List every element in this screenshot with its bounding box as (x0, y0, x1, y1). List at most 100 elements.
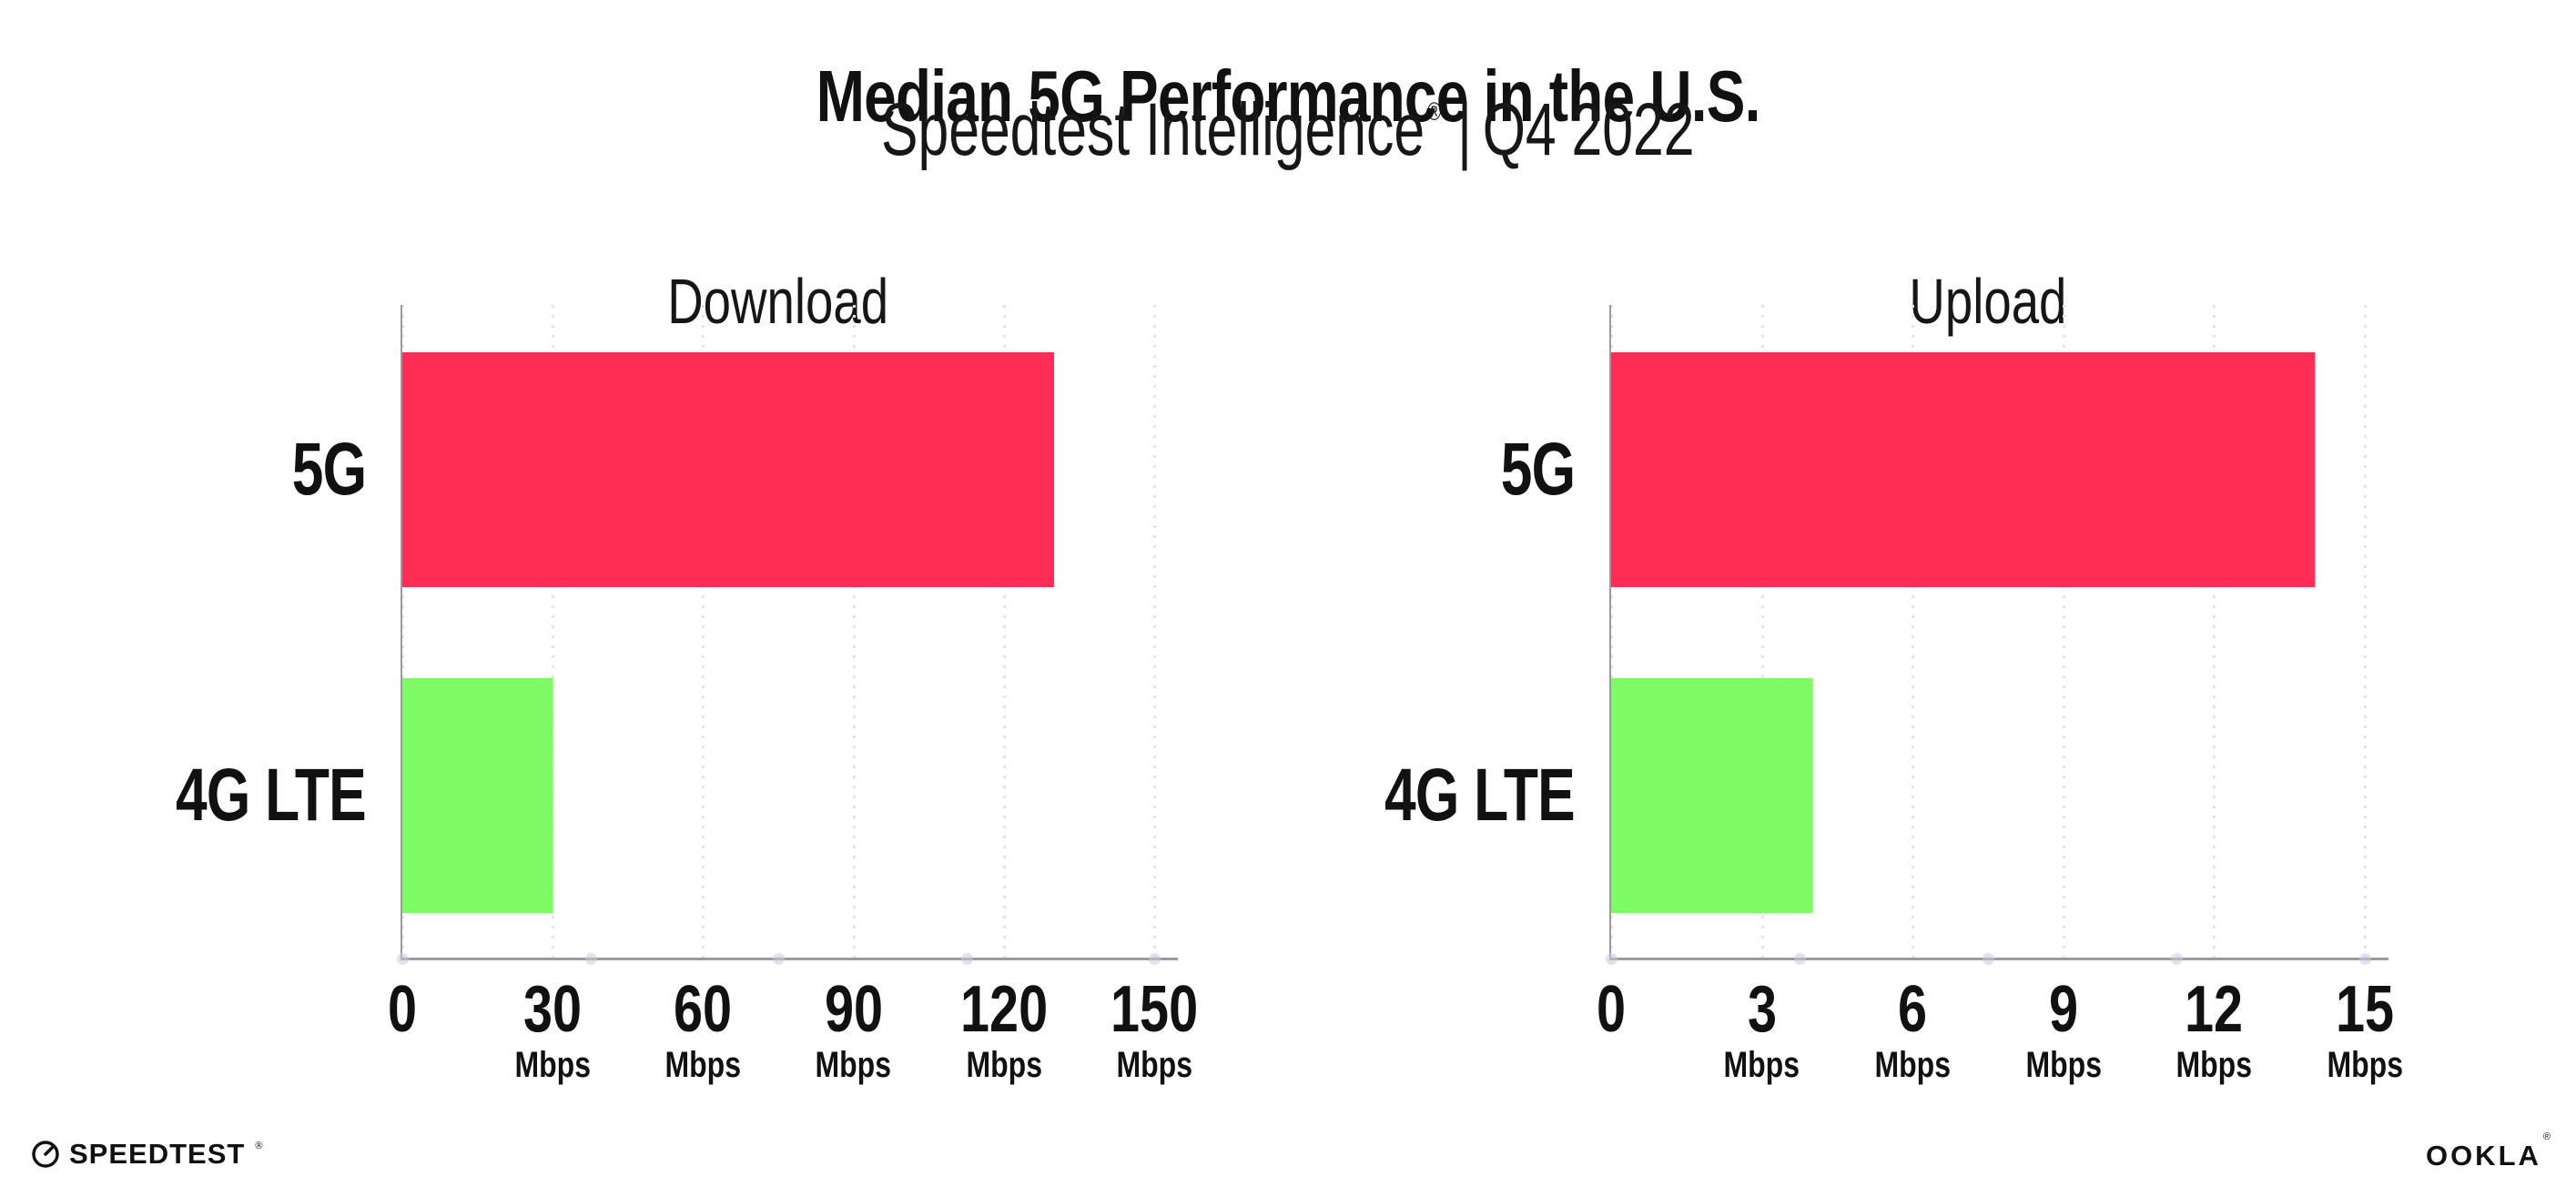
tick-value: 6 (1812, 976, 2013, 1043)
category-label-5g: 5G (1320, 352, 1575, 587)
plot-area (1606, 305, 2388, 965)
tick-value: 30 (452, 976, 653, 1043)
x-axis-line (401, 958, 1178, 960)
x-tick-12: 12 Mbps (2114, 976, 2314, 1085)
axis-baseline-dot (584, 953, 597, 965)
gridline-0 (401, 305, 404, 959)
speedtest-gauge-icon (32, 1141, 59, 1168)
gridline-3 (1760, 305, 1764, 959)
tick-value-text: 30 (523, 973, 583, 1046)
bar-5g (1611, 352, 2315, 587)
tick-unit: Mbps (1812, 1045, 2013, 1085)
x-tick-15: 15 Mbps (2265, 976, 2465, 1085)
category-labels: 5G 4G LTE (111, 305, 367, 959)
x-tick-150: 150 Mbps (1054, 976, 1254, 1085)
speedtest-registered-mark: ® (255, 1141, 263, 1151)
tick-unit-text: Mbps (1723, 1045, 1800, 1085)
category-label-5g: 5G (111, 352, 366, 587)
tick-unit-text: Mbps (2025, 1045, 2102, 1085)
gridline-30 (552, 305, 555, 959)
page-subtitle: Speedtest Intelligence ® | Q4 2022 (0, 80, 2576, 197)
x-tick-120: 120 Mbps (904, 976, 1104, 1085)
x-tick-0: 0 (302, 976, 502, 1043)
tick-unit: Mbps (904, 1045, 1104, 1085)
gridline-120 (1002, 305, 1006, 959)
tick-value-text: 12 (2185, 973, 2244, 1046)
gridline-12 (2213, 305, 2216, 959)
gridline-6 (1912, 305, 1915, 959)
x-tick-0: 0 (1511, 976, 1711, 1043)
axis-baseline-dot (773, 953, 785, 965)
x-axis-ticks: 0 30 Mbps 60 Mbps 90 Mbps 120 Mbps 150 Mbps (388, 976, 1198, 1094)
tick-value: 60 (603, 976, 803, 1043)
axis-baseline-dot (960, 953, 973, 965)
tick-unit-text: Mbps (514, 1045, 591, 1085)
tick-unit-text: Mbps (2327, 1045, 2403, 1085)
registered-trademark-mark: ® (1427, 97, 1442, 126)
gridline-15 (2364, 305, 2367, 959)
tick-unit: Mbps (603, 1045, 803, 1085)
bar-4g-lte (402, 678, 553, 913)
category-labels: 5G 4G LTE (1320, 305, 1576, 959)
category-label-text: 4G LTE (1384, 754, 1576, 837)
gridline-150 (1153, 305, 1156, 959)
tick-unit: Mbps (1662, 1045, 1862, 1085)
category-label-4g-lte: 4G LTE (1320, 678, 1576, 913)
axis-baseline-dot (1983, 953, 1994, 965)
tick-unit: Mbps (754, 1045, 954, 1085)
chart-title-text: Upload (1909, 266, 2067, 338)
chart-title-upload: Upload (1611, 262, 2365, 340)
page-title: Median 5G Performance in the U.S. (0, 49, 2576, 144)
x-tick-9: 9 Mbps (1963, 976, 2164, 1085)
chart-title-download: Download (402, 262, 1154, 340)
tick-value-text: 60 (674, 973, 733, 1046)
axis-baseline-dot (2359, 953, 2371, 965)
tick-value: 0 (302, 976, 502, 1043)
tick-value: 15 (2265, 976, 2465, 1043)
tick-value: 12 (2114, 976, 2314, 1043)
tick-value-text: 15 (2335, 973, 2395, 1046)
tick-value-text: 0 (387, 973, 418, 1046)
category-label-text: 5G (1500, 428, 1575, 511)
tick-unit-text: Mbps (2175, 1045, 2253, 1085)
gridline-0 (1610, 305, 1613, 959)
tick-unit: Mbps (1054, 1045, 1254, 1085)
tick-value-text: 3 (1747, 973, 1777, 1046)
gridline-9 (2062, 305, 2065, 959)
page-title-text: Median 5G Performance in the U.S. (816, 55, 1761, 137)
x-axis-line (1609, 958, 2388, 960)
x-tick-6: 6 Mbps (1812, 976, 2013, 1085)
tick-value: 90 (754, 976, 954, 1043)
gridline-60 (702, 305, 705, 959)
tick-value: 150 (1054, 976, 1254, 1043)
axis-baseline-dot (1606, 953, 1618, 965)
speedtest-wordmark: SPEEDTEST (69, 1138, 246, 1170)
tick-value-text: 120 (959, 973, 1048, 1046)
tick-unit-text: Mbps (815, 1045, 892, 1085)
speedtest-logo: SPEEDTEST ® (30, 1138, 262, 1171)
tick-value-text: 0 (1596, 973, 1627, 1046)
bar-5g (402, 352, 1054, 587)
tick-unit: Mbps (1963, 1045, 2164, 1085)
x-axis-ticks: 0 3 Mbps 6 Mbps 9 Mbps 12 Mbps 15 Mbps (1597, 976, 2403, 1094)
axis-baseline-dot (397, 953, 409, 965)
tick-value: 120 (904, 976, 1104, 1043)
subtitle-separator: | (1457, 88, 1473, 171)
axis-baseline-dot (2171, 953, 2183, 965)
tick-value-text: 6 (1898, 973, 1928, 1046)
tick-value: 9 (1963, 976, 2164, 1043)
x-tick-90: 90 Mbps (754, 976, 954, 1085)
ookla-wordmark: OOKLA (2425, 1140, 2541, 1172)
ookla-registered-mark: ® (2542, 1131, 2551, 1142)
tick-unit-text: Mbps (664, 1045, 742, 1085)
category-label-text: 4G LTE (176, 754, 367, 837)
tick-unit-text: Mbps (1116, 1045, 1192, 1085)
tick-value: 3 (1662, 976, 1862, 1043)
tick-unit-text: Mbps (966, 1045, 1042, 1085)
bar-4g-lte (1611, 678, 1812, 913)
axis-baseline-dot (1794, 953, 1806, 965)
tick-unit-text: Mbps (1874, 1045, 1951, 1085)
gridline-90 (852, 305, 856, 959)
y-axis-line (401, 305, 402, 959)
